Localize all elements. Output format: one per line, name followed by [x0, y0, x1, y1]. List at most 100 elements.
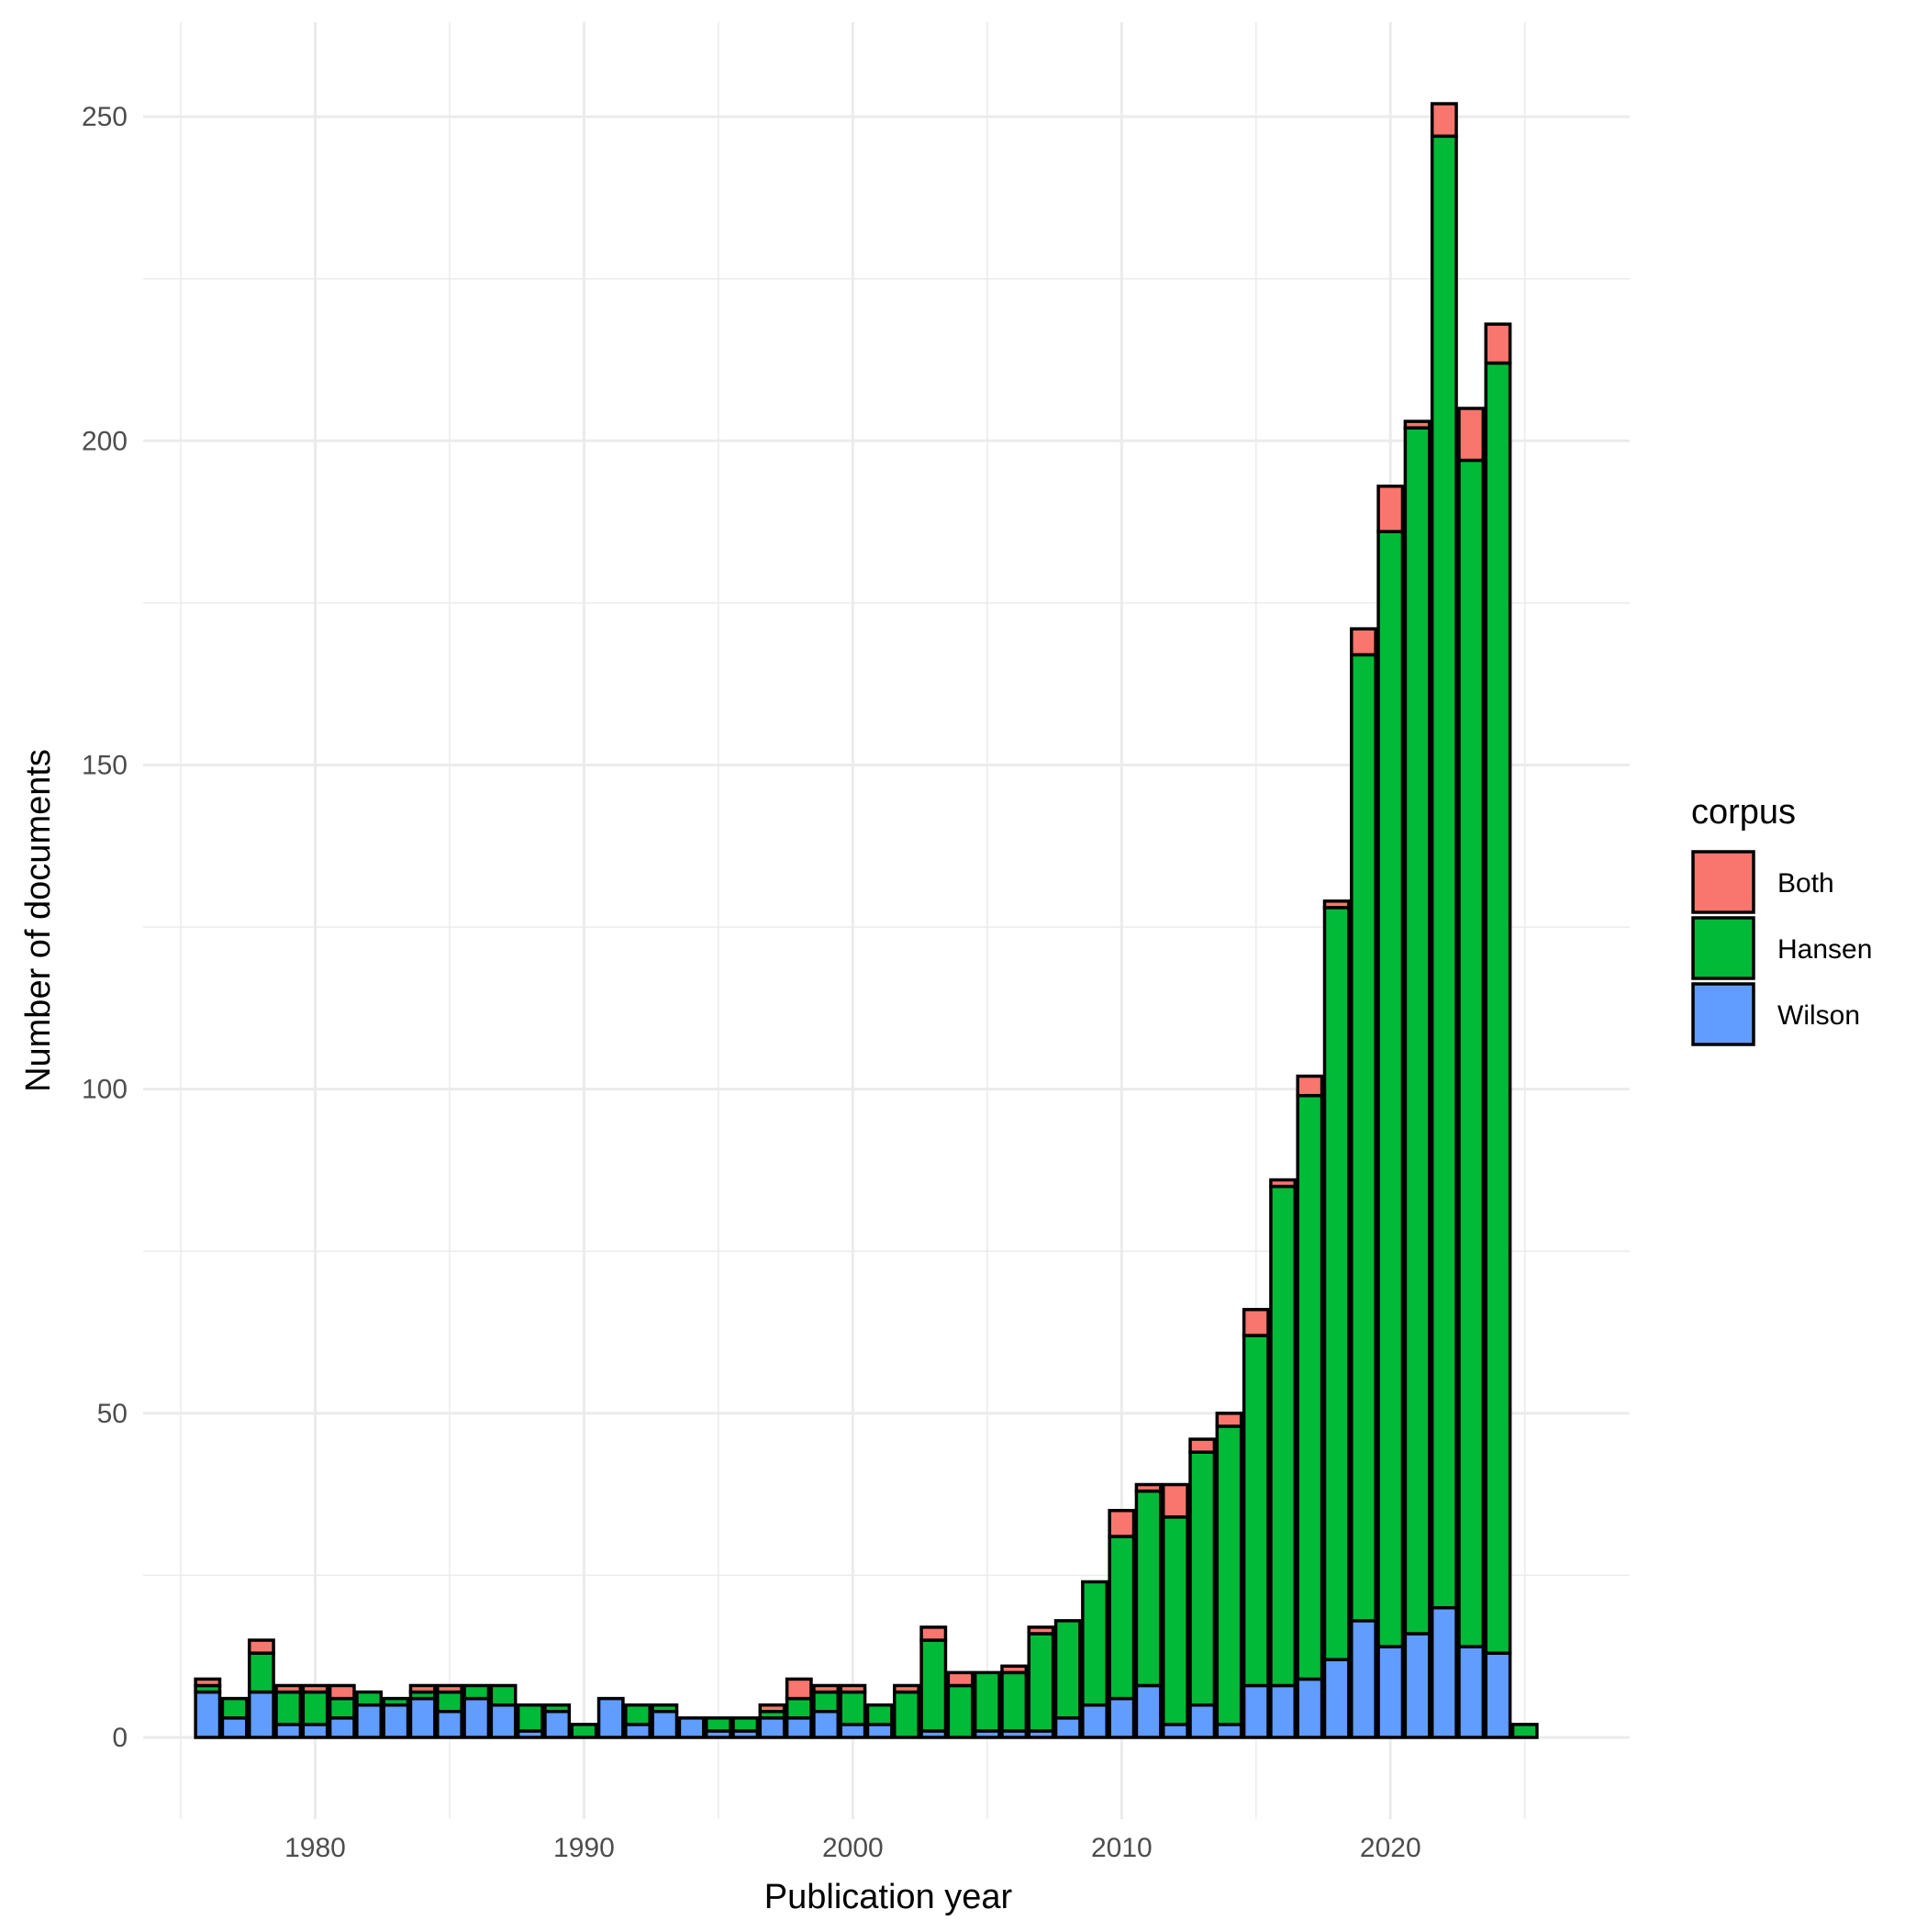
x-tick-label: 2000: [822, 1833, 884, 1863]
bar-both-1985: [436, 1683, 463, 1694]
bar-hansen-1980: [301, 1690, 329, 1726]
bar-wilson-2014: [1215, 1723, 1243, 1739]
x-axis-ticks: 1980 1990 2000 2010 2020: [284, 1833, 1421, 1863]
bar-hansen-2006: [1000, 1670, 1029, 1733]
bar-hansen-1985: [436, 1690, 463, 1714]
bar-wilson-1979: [274, 1723, 303, 1739]
bar-wilson-1980: [301, 1723, 329, 1739]
bar-both-1976: [194, 1677, 222, 1688]
bar-both-1999: [812, 1683, 841, 1694]
bar-wilson-2012: [1161, 1723, 1189, 1739]
bar-hansen-2015: [1242, 1334, 1270, 1688]
y-tick-label: 200: [82, 426, 128, 456]
x-tick-label: 1990: [553, 1833, 615, 1863]
bar-wilson-1999: [812, 1709, 841, 1739]
bar-wilson-1984: [408, 1696, 437, 1739]
bar-wilson-2001: [865, 1723, 894, 1739]
bar-wilson-1992: [624, 1723, 652, 1739]
bar-hansen-2004: [946, 1683, 975, 1739]
bar-both-2000: [839, 1683, 867, 1694]
bar-both-2002: [893, 1683, 920, 1694]
bar-hansen-2000: [839, 1690, 867, 1726]
x-axis-title: Publication year: [764, 1878, 1013, 1916]
x-tick-label: 2020: [1360, 1833, 1421, 1863]
bar-hansen-2013: [1188, 1450, 1217, 1707]
bar-hansen-1992: [624, 1703, 652, 1726]
bar-wilson-2009: [1081, 1703, 1108, 1739]
bar-hansen-2024: [1484, 361, 1512, 1655]
bar-both-2024: [1484, 322, 1512, 365]
bar-wilson-2000: [839, 1723, 867, 1739]
legend-label-both: Both: [1777, 868, 1834, 899]
bar-both-1981: [328, 1683, 356, 1701]
bar-hansen-1987: [489, 1683, 518, 1707]
bar-both-1979: [274, 1683, 303, 1694]
bar-both-1984: [408, 1683, 437, 1694]
bar-both-2015: [1242, 1308, 1270, 1337]
bar-wilson-1982: [355, 1703, 384, 1739]
bar-wilson-2011: [1134, 1683, 1163, 1739]
bar-both-2007: [1027, 1625, 1055, 1636]
bar-hansen-1979: [274, 1690, 303, 1726]
bar-both-2003: [919, 1625, 948, 1642]
bar-wilson-2016: [1269, 1683, 1298, 1739]
bar-wilson-2020: [1376, 1645, 1405, 1739]
y-tick-label: 150: [82, 750, 128, 780]
legend-items: Both Hansen Wilson: [1691, 850, 1872, 1046]
bar-wilson-1986: [462, 1696, 491, 1739]
bar-hansen-2010: [1108, 1535, 1136, 1701]
y-tick-label: 50: [97, 1399, 128, 1429]
bars: [194, 102, 1539, 1739]
bar-both-2006: [1000, 1664, 1029, 1675]
bar-both-2011: [1134, 1482, 1163, 1493]
y-tick-label: 0: [112, 1723, 128, 1753]
bar-wilson-2013: [1188, 1703, 1217, 1739]
bar-hansen-1986: [462, 1683, 491, 1701]
x-tick-label: 2010: [1091, 1833, 1153, 1863]
bar-hansen-1989: [543, 1703, 572, 1714]
y-axis-title: Number of documents: [19, 749, 58, 1092]
bar-hansen-1982: [355, 1690, 384, 1707]
bar-hansen-1993: [651, 1703, 679, 1714]
bar-wilson-1976: [194, 1690, 222, 1739]
y-tick-label: 250: [82, 102, 128, 132]
bar-both-2012: [1161, 1482, 1189, 1519]
bar-wilson-1977: [220, 1716, 249, 1739]
bar-hansen-1990: [570, 1723, 598, 1739]
bar-both-2022: [1430, 102, 1458, 139]
bar-wilson-2008: [1053, 1716, 1082, 1739]
bar-hansen-1978: [247, 1651, 275, 1694]
bar-wilson-1998: [785, 1716, 813, 1739]
bar-hansen-2021: [1403, 426, 1431, 1636]
bar-both-2019: [1350, 627, 1377, 657]
bar-both-1998: [785, 1677, 813, 1701]
bar-both-2020: [1376, 484, 1405, 533]
bar-wilson-1978: [247, 1690, 275, 1739]
bar-both-2013: [1188, 1437, 1217, 1454]
bar-wilson-2022: [1430, 1605, 1458, 1739]
legend-label-wilson: Wilson: [1777, 1000, 1860, 1031]
legend-swatch-both: [1691, 850, 1755, 914]
bar-wilson-1981: [328, 1716, 356, 1739]
bar-wilson-1983: [382, 1703, 410, 1739]
bar-wilson-2024: [1484, 1651, 1512, 1739]
legend-swatch-wilson: [1691, 982, 1755, 1046]
x-tick-label: 1980: [284, 1833, 346, 1863]
bar-wilson-1993: [651, 1709, 679, 1739]
bar-hansen-2019: [1350, 653, 1377, 1623]
bar-both-1997: [758, 1703, 786, 1714]
bar-hansen-2012: [1161, 1515, 1189, 1726]
bar-hansen-2014: [1215, 1424, 1243, 1726]
bar-wilson-2023: [1457, 1645, 1486, 1739]
bar-wilson-2018: [1322, 1658, 1351, 1739]
bar-wilson-2021: [1403, 1632, 1431, 1739]
bar-hansen-1977: [220, 1696, 249, 1720]
bar-hansen-2007: [1027, 1632, 1055, 1733]
bar-both-2017: [1296, 1074, 1324, 1098]
bar-hansen-2023: [1457, 458, 1486, 1648]
bar-both-2010: [1108, 1509, 1136, 1538]
bar-wilson-2017: [1296, 1677, 1324, 1739]
bar-wilson-1985: [436, 1709, 463, 1739]
